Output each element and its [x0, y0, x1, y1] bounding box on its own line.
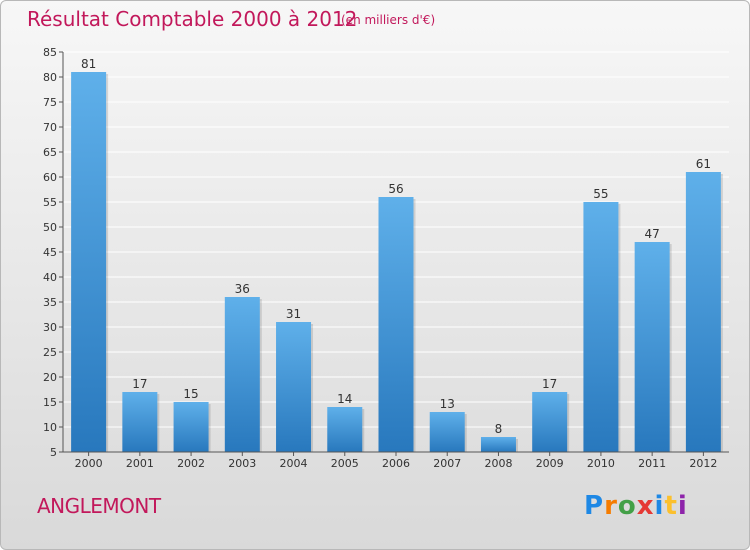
x-tick-label: 2005 [331, 457, 359, 470]
value-label: 56 [388, 182, 403, 196]
y-tick-label: 55 [43, 196, 57, 209]
x-tick-label: 2002 [177, 457, 205, 470]
y-tick-label: 65 [43, 146, 57, 159]
y-tick-label: 15 [43, 396, 57, 409]
y-tick-label: 25 [43, 346, 57, 359]
x-tick-label: 2003 [228, 457, 256, 470]
value-label: 31 [286, 307, 301, 321]
y-tick-label: 85 [43, 46, 57, 59]
x-tick-label: 2001 [126, 457, 154, 470]
y-tick-label: 20 [43, 371, 57, 384]
axes: 5 10 15 20 25 30 35 40 45 50 55 60 65 70 75 80 85 2000 200… [43, 46, 729, 470]
bar-2008[interactable] [480, 437, 516, 452]
x-tick-label: 2012 [689, 457, 717, 470]
y-tick-label: 70 [43, 121, 57, 134]
value-label: 55 [593, 187, 608, 201]
value-label: 8 [495, 422, 503, 436]
bar-2010[interactable] [583, 202, 619, 452]
logo-letter: t [664, 491, 678, 521]
value-label: 15 [183, 387, 198, 401]
logo-letter: P [584, 491, 605, 521]
proxiti-logo[interactable]: Proxiti [584, 491, 688, 521]
x-tick-label: 2004 [280, 457, 308, 470]
y-tick-label: 30 [43, 321, 57, 334]
logo-letter: x [636, 491, 655, 521]
value-label: 47 [645, 227, 660, 241]
x-tick-label: 2007 [433, 457, 461, 470]
x-tick-label: 2006 [382, 457, 410, 470]
value-label: 13 [440, 397, 455, 411]
y-tick-label: 75 [43, 96, 57, 109]
y-tick-label: 35 [43, 296, 57, 309]
value-label: 36 [235, 282, 250, 296]
value-label: 81 [81, 57, 96, 71]
y-tick-label: 40 [43, 271, 57, 284]
logo-letter: i [677, 491, 688, 521]
bar-2012[interactable] [685, 172, 721, 452]
value-label: 14 [337, 392, 352, 406]
y-tick-label: 60 [43, 171, 57, 184]
bar-2009[interactable] [532, 392, 568, 452]
logo-letter: r [604, 491, 618, 521]
x-tick-label: 2000 [75, 457, 103, 470]
commune-name: ANGLEMONT [37, 494, 161, 518]
y-tick-label: 45 [43, 246, 57, 259]
value-label: 61 [696, 157, 711, 171]
x-tick-label: 2009 [536, 457, 564, 470]
x-tick-label: 2008 [484, 457, 512, 470]
x-tick-label: 2011 [638, 457, 666, 470]
y-tick-label: 80 [43, 71, 57, 84]
value-label: 17 [132, 377, 147, 391]
bar-2006[interactable] [378, 197, 414, 452]
logo-letter: o [617, 491, 637, 521]
x-tick-label: 2010 [587, 457, 615, 470]
bar-2011[interactable] [634, 242, 670, 452]
chart-subtitle: (en milliers d'€) [341, 13, 436, 27]
y-tick-label: 50 [43, 221, 57, 234]
logo-letter: i [654, 491, 665, 521]
bar-2000[interactable] [71, 72, 107, 452]
value-label: 17 [542, 377, 557, 391]
y-tick-label: 10 [43, 421, 57, 434]
bar-2002[interactable] [173, 402, 209, 452]
y-tick-label: 5 [50, 446, 57, 459]
chart-title: Résultat Comptable 2000 à 2012 [27, 7, 358, 31]
bar-2007[interactable] [429, 412, 465, 452]
bar-2005[interactable] [327, 407, 363, 452]
bar-2003[interactable] [224, 297, 260, 452]
bars: 81 17 15 36 31 14 56 13 8 17 55 47 61 [71, 57, 723, 452]
bar-2004[interactable] [276, 322, 312, 452]
bar-2001[interactable] [122, 392, 158, 452]
